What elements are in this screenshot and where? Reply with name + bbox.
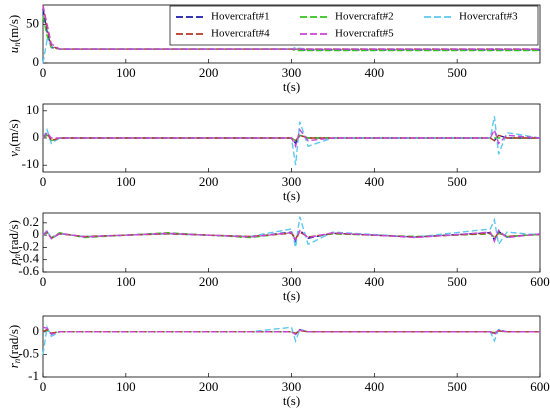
- y-tick-label: -1: [28, 368, 39, 383]
- x-tick-label: 300: [282, 65, 302, 80]
- plot-area: [42, 212, 541, 273]
- x-tick-label: 500: [447, 65, 467, 80]
- y-tick-label: -10: [22, 156, 39, 171]
- x-tick-label: 200: [199, 65, 219, 80]
- x-tick-label: 500: [447, 379, 467, 394]
- x-axis-label: t(s): [283, 393, 300, 408]
- plot-area: [42, 315, 541, 378]
- x-tick-label: 300: [282, 379, 302, 394]
- y-label-unit: (rad/s): [6, 325, 21, 359]
- y-label-unit: (m/s): [6, 15, 21, 42]
- x-tick-label: 400: [365, 174, 385, 189]
- data-line: [42, 5, 540, 50]
- x-axis-label: t(s): [283, 288, 300, 303]
- y-label-subscript: n: [12, 146, 22, 151]
- x-tick-label: 400: [365, 274, 385, 289]
- data-line: [42, 127, 541, 149]
- x-tick-label: 100: [116, 379, 136, 394]
- x-tick-label: 500: [447, 174, 467, 189]
- y-label-subscript: n: [12, 253, 22, 258]
- y-label-symbol: u: [6, 46, 21, 53]
- y-label-symbol: v: [6, 151, 21, 157]
- y-axis-label: vn(m/s): [6, 119, 22, 157]
- x-tick-label: 0: [40, 274, 47, 289]
- y-tick-label: 0: [33, 323, 40, 338]
- data-line: [42, 326, 540, 336]
- y-label-unit: (m/s): [6, 119, 21, 146]
- x-tick-label: 300: [282, 274, 302, 289]
- x-tick-label: 600: [530, 274, 550, 289]
- x-tick-label: 400: [365, 65, 385, 80]
- legend-label: Hovercraft#2: [335, 11, 394, 23]
- y-axis-label: rn(rad/s): [6, 325, 22, 369]
- x-tick-label: 300: [282, 174, 302, 189]
- y-label-subscript: n: [12, 42, 22, 47]
- y-label-unit: (rad/s): [6, 220, 21, 254]
- x-tick-label: 500: [447, 274, 467, 289]
- y-tick-label: 0.2: [23, 214, 39, 229]
- legend: Hovercraft#1 Hovercraft#2 Hovercraft#3 Hove…: [169, 5, 539, 46]
- y-axis-label: un(m/s): [6, 15, 22, 53]
- legend-label: Hovercraft#4: [211, 28, 270, 40]
- x-tick-label: 600: [530, 379, 550, 394]
- y-tick-label: 10: [26, 102, 39, 117]
- x-axis-label: t(s): [283, 79, 300, 94]
- x-tick-label: 100: [116, 274, 136, 289]
- x-tick-label: 0: [40, 174, 47, 189]
- y-tick-label: 0: [33, 54, 40, 69]
- y-tick-label: 50: [26, 15, 39, 30]
- y-tick-label: -0.2: [18, 238, 39, 253]
- x-tick-label: 200: [199, 174, 219, 189]
- x-tick-label: 0: [40, 65, 47, 80]
- legend-label: Hovercraft#3: [459, 11, 518, 23]
- legend-label: Hovercraft#1: [211, 11, 270, 23]
- x-tick-label: 100: [116, 174, 136, 189]
- y-tick-label: -0.4: [18, 251, 39, 266]
- y-tick-label: -0.5: [18, 345, 39, 360]
- data-line: [42, 228, 541, 244]
- legend-box: [169, 5, 539, 46]
- y-tick-label: 0: [33, 226, 40, 241]
- legend-label: Hovercraft#5: [335, 28, 394, 40]
- x-tick-label: 400: [365, 379, 385, 394]
- x-tick-label: 100: [116, 65, 136, 80]
- y-tick-label: -0.6: [18, 263, 39, 278]
- y-axis-label: pn(rad/s): [6, 220, 22, 266]
- x-tick-label: 0: [40, 379, 47, 394]
- x-tick-label: 200: [199, 379, 219, 394]
- y-tick-label: 0: [33, 129, 40, 144]
- y-label-symbol: p: [6, 258, 21, 266]
- x-tick-label: 200: [199, 274, 219, 289]
- y-label-symbol: r: [6, 362, 21, 368]
- x-axis-label: t(s): [283, 188, 300, 203]
- y-label-subscript: n: [12, 358, 22, 363]
